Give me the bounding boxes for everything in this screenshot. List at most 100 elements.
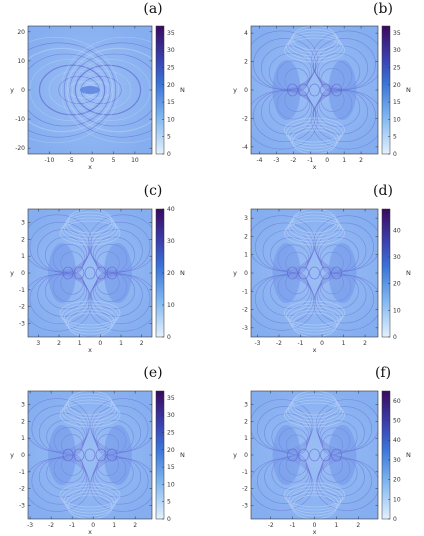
heatmap-field <box>251 26 378 154</box>
x-tick-label: 0 <box>98 340 102 347</box>
x-tick-label: -1 <box>290 522 296 529</box>
panel-label: (d) <box>373 183 393 199</box>
y-tick-label: -2 <box>19 304 25 311</box>
y-tick-label: 2 <box>244 233 248 240</box>
colorbar-tick-label: 25 <box>167 430 175 437</box>
x-tick-label: 0 <box>91 522 95 529</box>
colorbar: 0 5 10 15 20 25 30 35 N <box>155 25 185 158</box>
x-tick-label: -10 <box>44 157 54 164</box>
heatmap-field <box>28 26 152 154</box>
colorbar-label: N <box>406 269 411 277</box>
x-axis-label: x <box>88 346 92 354</box>
x-tick-label: 1 <box>112 522 116 529</box>
x-tick-label: 1 <box>78 340 82 347</box>
panel-5: -3 -2 -1 0 1 2 -3 -2 -1 0 1 2 3 x y (e) 0 5 10 15 20 25 30 35 N <box>10 365 185 536</box>
x-tick-label: 1 <box>342 157 346 164</box>
y-tick-label: 2 <box>21 418 25 425</box>
colorbar-tick-label: 30 <box>167 238 175 245</box>
panel-4: -3 -2 -1 0 1 2 -3 -2 -1 0 1 2 3 x y (d) 0 10 20 30 40 N <box>233 183 411 354</box>
colorbar: 0 10 20 30 40 N <box>381 208 411 341</box>
colorbar-label: N <box>406 451 411 459</box>
heatmap-field <box>251 391 378 519</box>
x-tick-label: -3 <box>27 522 33 529</box>
y-axis-label: y <box>10 269 14 277</box>
y-tick-label: 0 <box>21 270 25 277</box>
colorbar-tick-label: 10 <box>393 496 401 503</box>
x-tick-label: -2 <box>276 340 282 347</box>
x-tick-label: -1 <box>307 157 313 164</box>
y-tick-label: 10 <box>17 58 25 65</box>
heatmap-field <box>251 209 378 337</box>
colorbar-tick-label: 10 <box>167 302 175 309</box>
field-background <box>28 391 152 519</box>
y-tick-label: 0 <box>21 452 25 459</box>
heatmap-field <box>28 209 152 337</box>
colorbar-tick-label: 0 <box>393 334 397 341</box>
colorbar-gradient <box>381 25 391 155</box>
y-tick-label: -2 <box>242 486 248 493</box>
x-tick-label: -3 <box>273 157 279 164</box>
y-tick-label: -3 <box>19 503 25 510</box>
colorbar-tick-label: 5 <box>393 134 397 141</box>
panel-1: -10 -5 0 5 10 -20 -10 0 10 20 x y (a) 0 5 10 15 20 25 30 35 N <box>10 1 185 171</box>
colorbar-tick-label: 35 <box>167 395 175 402</box>
y-tick-label: 0 <box>21 87 25 94</box>
colorbar-gradient <box>155 25 165 155</box>
x-tick-label: 2 <box>359 157 363 164</box>
colorbar-tick-label: 60 <box>393 398 401 405</box>
y-tick-label: 20 <box>17 29 25 36</box>
y-tick-label: 3 <box>21 401 25 408</box>
colorbar-label: N <box>406 86 411 94</box>
x-tick-label: -1 <box>298 340 304 347</box>
colorbar-tick-label: 10 <box>393 307 401 314</box>
colorbar-tick-label: 20 <box>393 477 401 484</box>
colorbar-tick-label: 20 <box>393 281 401 288</box>
x-tick-label: 1 <box>334 522 338 529</box>
x-tick-label: 0 <box>325 157 329 164</box>
colorbar-tick-label: 0 <box>167 151 171 158</box>
x-tick-label: 5 <box>112 157 116 164</box>
colorbar-tick-label: 30 <box>393 254 401 261</box>
colorbar-tick-label: 0 <box>167 334 171 341</box>
y-tick-label: -2 <box>242 307 248 314</box>
panel-label: (c) <box>144 183 163 199</box>
field-background <box>251 26 378 154</box>
colorbar-label: N <box>180 451 185 459</box>
y-tick-label: 2 <box>244 418 248 425</box>
x-tick-label: 1 <box>119 340 123 347</box>
colorbar-tick-label: 20 <box>393 82 401 89</box>
x-axis-label: x <box>313 346 317 354</box>
y-tick-label: -1 <box>19 287 25 294</box>
x-tick-label: -1 <box>69 522 75 529</box>
colorbar: 0 10 20 30 40 N <box>155 206 185 341</box>
y-tick-label: 2 <box>244 59 248 66</box>
colorbar: 0 5 10 15 20 25 30 35 N <box>155 390 185 523</box>
colorbar-tick-label: 20 <box>167 82 175 89</box>
y-tick-label: -1 <box>242 288 248 295</box>
colorbar-tick-label: 20 <box>167 447 175 454</box>
y-tick-label: 1 <box>21 253 25 260</box>
colorbar-tick-label: 10 <box>167 116 175 123</box>
colorbar-tick-label: 5 <box>167 134 171 141</box>
x-axis-label: x <box>313 528 317 536</box>
x-tick-label: -2 <box>48 522 54 529</box>
colorbar-gradient <box>381 208 391 338</box>
x-tick-label: 0 <box>90 157 94 164</box>
x-tick-label: -2 <box>268 522 274 529</box>
y-axis-label: y <box>10 86 14 94</box>
colorbar-label: N <box>180 86 185 94</box>
y-tick-label: 4 <box>244 30 248 37</box>
panel-label: (f) <box>375 365 391 381</box>
y-axis-label: y <box>233 86 237 94</box>
panel-label: (b) <box>373 1 393 17</box>
panel-label: (a) <box>143 1 162 17</box>
x-axis-label: x <box>88 528 92 536</box>
colorbar-tick-label: 25 <box>393 65 401 72</box>
colorbar-tick-label: 30 <box>393 47 401 54</box>
y-axis-label: y <box>233 269 237 277</box>
colorbar-tick-label: 40 <box>167 206 175 213</box>
y-tick-label: -4 <box>242 144 248 151</box>
x-tick-label: 0 <box>313 522 317 529</box>
